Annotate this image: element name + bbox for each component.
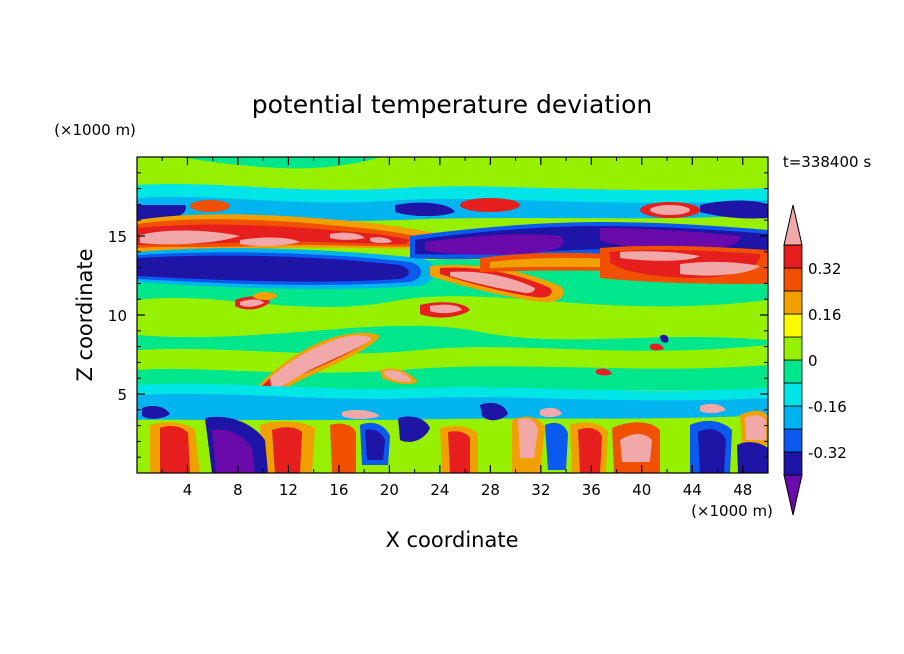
colorbar-label: -0.16 bbox=[808, 398, 847, 416]
colorbar-label: 0.32 bbox=[808, 260, 841, 278]
x-axis-ticks: 4 8 12 16 20 24 28 32 36 40 44 48 bbox=[161, 157, 752, 499]
colorbar-label: 0.16 bbox=[808, 306, 841, 324]
x-axis-unit: (×1000 m) bbox=[691, 502, 773, 520]
x-tick-label: 48 bbox=[733, 481, 752, 499]
colorbar-segment bbox=[783, 336, 803, 361]
x-tick-label: 28 bbox=[481, 481, 500, 499]
colorbar-label: -0.32 bbox=[808, 444, 847, 462]
colorbar-segment bbox=[783, 267, 803, 292]
x-tick-label: 44 bbox=[683, 481, 702, 499]
y-axis-label: Z coordinate bbox=[73, 248, 97, 381]
x-tick-label: 24 bbox=[430, 481, 449, 499]
colorbar-segment bbox=[783, 382, 803, 407]
colorbar-segment bbox=[783, 405, 803, 430]
x-tick-label: 4 bbox=[183, 481, 193, 499]
x-axis-label: X coordinate bbox=[385, 528, 518, 552]
colorbar-segment bbox=[783, 428, 803, 453]
colorbar-max-extension bbox=[783, 204, 803, 246]
colorbar-segment bbox=[783, 359, 803, 384]
colorbar-segment bbox=[783, 290, 803, 315]
heatmap-field bbox=[137, 157, 768, 473]
y-tick-label: 10 bbox=[108, 307, 127, 325]
x-tick-label: 12 bbox=[279, 481, 298, 499]
colorbar: 0.32 0.16 0 -0.16 -0.32 bbox=[783, 204, 847, 516]
chart-title: potential temperature deviation bbox=[252, 90, 652, 119]
y-tick-label: 5 bbox=[117, 386, 127, 404]
x-tick-label: 36 bbox=[582, 481, 601, 499]
x-tick-label: 32 bbox=[531, 481, 550, 499]
y-tick-label: 15 bbox=[108, 228, 127, 246]
x-tick-label: 40 bbox=[632, 481, 651, 499]
colorbar-label: 0 bbox=[808, 352, 818, 370]
x-tick-label: 8 bbox=[233, 481, 243, 499]
y-axis-unit: (×1000 m) bbox=[54, 121, 136, 139]
colorbar-segment bbox=[783, 313, 803, 338]
colorbar-segment bbox=[783, 451, 803, 476]
colorbar-segment bbox=[783, 244, 803, 269]
x-tick-label: 20 bbox=[380, 481, 399, 499]
y-axis-ticks: 5 10 15 bbox=[108, 172, 768, 458]
time-label: t=338400 s bbox=[783, 153, 871, 171]
x-tick-label: 16 bbox=[329, 481, 348, 499]
colorbar-min-extension bbox=[783, 474, 803, 516]
